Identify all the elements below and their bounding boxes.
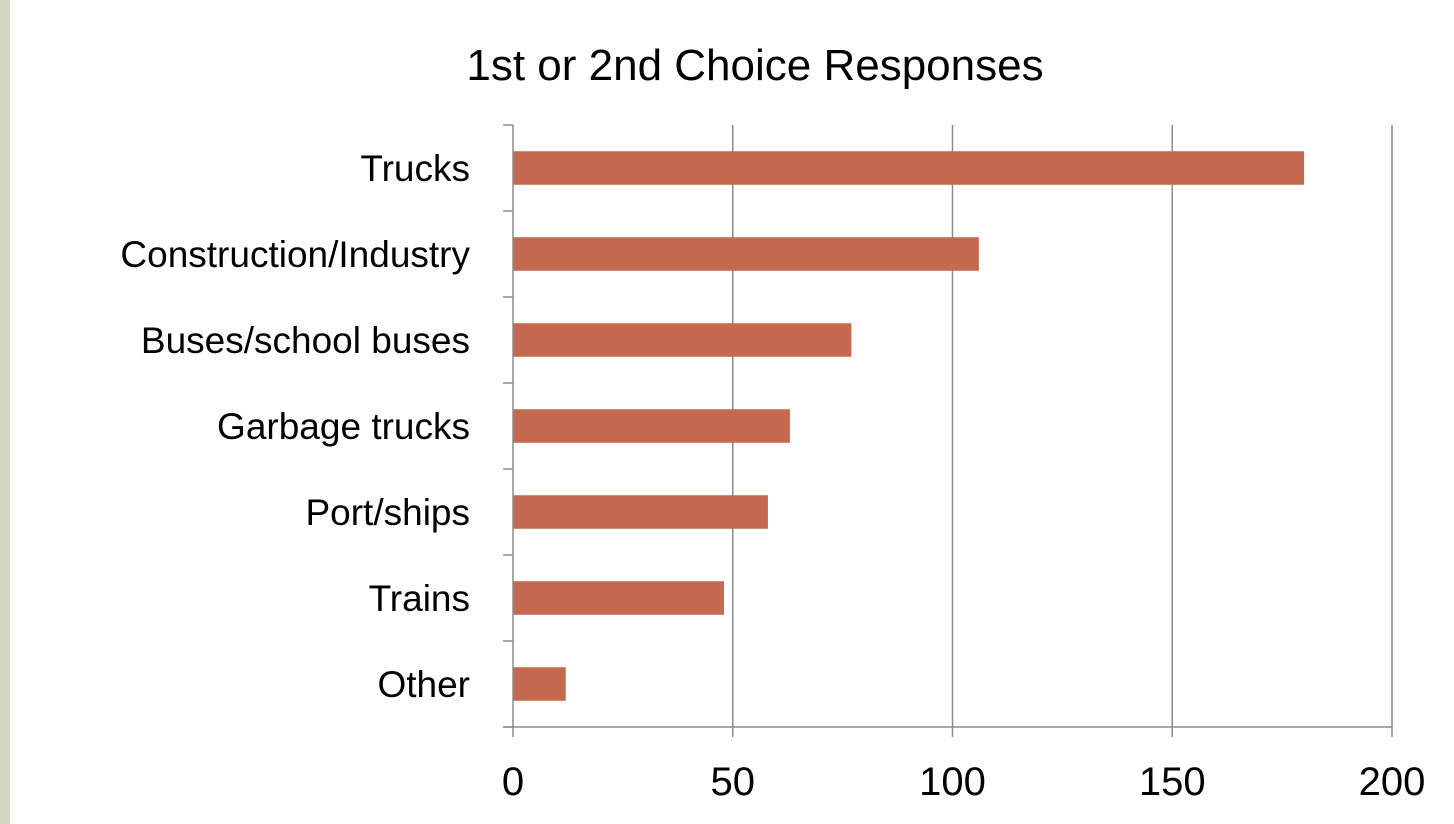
category-label: Trucks xyxy=(360,148,470,189)
x-tick-label: 150 xyxy=(1139,760,1206,804)
bar-chart: 1st or 2nd Choice Responses Trucks Constr… xyxy=(120,41,1426,804)
category-label: Other xyxy=(377,664,470,705)
category-label: Construction/Industry xyxy=(120,234,470,275)
category-labels: Trucks Construction/Industry Buses/school … xyxy=(120,148,470,705)
bar-buses-school-buses xyxy=(513,323,852,357)
category-label: Buses/school buses xyxy=(141,320,470,361)
x-tick-label: 200 xyxy=(1359,760,1426,804)
bar-trucks xyxy=(513,151,1305,185)
x-tick-label: 100 xyxy=(919,760,986,804)
bars xyxy=(513,151,1305,701)
bar-other xyxy=(513,667,566,701)
bar-trains xyxy=(513,581,724,615)
category-label: Port/ships xyxy=(305,492,470,533)
bar-construction-industry xyxy=(513,237,979,271)
bar-garbage-trucks xyxy=(513,409,790,443)
x-tick-label: 0 xyxy=(502,760,524,804)
category-label: Garbage trucks xyxy=(217,406,470,447)
bar-port-ships xyxy=(513,495,768,529)
chart-title: 1st or 2nd Choice Responses xyxy=(466,41,1043,90)
tick-labels: 0 50 100 150 200 xyxy=(502,760,1426,804)
axes xyxy=(503,124,1393,737)
chart-panel: 1st or 2nd Choice Responses Trucks Constr… xyxy=(10,0,1454,824)
x-tick-label: 50 xyxy=(711,760,756,804)
gridlines xyxy=(732,125,1393,727)
category-label: Trains xyxy=(369,578,470,619)
